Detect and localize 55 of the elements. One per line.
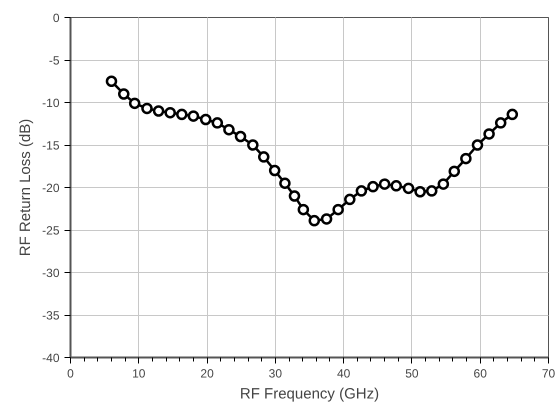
point [106, 76, 118, 87]
point [188, 110, 200, 122]
point [460, 152, 472, 164]
point [128, 98, 140, 110]
point [367, 180, 379, 192]
y-tick-label: -10 [42, 96, 60, 110]
point [118, 88, 130, 100]
point [141, 102, 153, 114]
y-tick-label: -30 [42, 266, 60, 280]
y-tick-label: 0 [52, 11, 60, 25]
point [152, 105, 164, 117]
point [212, 117, 224, 129]
x-tick-label: 50 [405, 366, 419, 380]
y-tick-label: -5 [48, 54, 60, 68]
point [438, 178, 450, 190]
point [258, 151, 270, 163]
point [268, 164, 280, 176]
point [164, 106, 176, 118]
point [234, 130, 246, 142]
point [448, 166, 460, 178]
point [279, 178, 291, 189]
y-tick-label: -35 [42, 308, 60, 322]
point [414, 186, 426, 198]
point [332, 204, 344, 216]
x-tick-label: 60 [474, 366, 488, 380]
y-tick-label: -15 [42, 138, 60, 152]
point [298, 204, 310, 216]
point [390, 180, 402, 192]
point [356, 185, 368, 197]
point [308, 214, 320, 226]
point [494, 117, 506, 129]
y-tick-label: -25 [42, 224, 60, 238]
point [472, 139, 484, 151]
y-axis-title: RF Return Loss (dB) [17, 118, 34, 256]
point [506, 108, 518, 120]
point [378, 178, 390, 190]
point [288, 190, 300, 202]
point [320, 213, 332, 225]
point [247, 139, 259, 151]
point [344, 194, 356, 206]
x-tick-label: 20 [200, 366, 214, 380]
point [483, 128, 495, 140]
point [402, 182, 414, 194]
x-tick-label: 70 [542, 366, 556, 380]
point [200, 114, 212, 126]
x-tick-label: 10 [132, 366, 146, 380]
point [176, 108, 188, 120]
y-tick-label: -20 [42, 181, 60, 195]
x-axis-title: RF Frequency (GHz) [240, 386, 380, 402]
y-tick-label: -40 [42, 351, 60, 365]
point [426, 185, 438, 197]
point [223, 124, 235, 136]
x-tick-label: 0 [67, 366, 74, 380]
x-tick-label: 30 [268, 366, 282, 380]
x-tick-label: 40 [336, 366, 351, 380]
